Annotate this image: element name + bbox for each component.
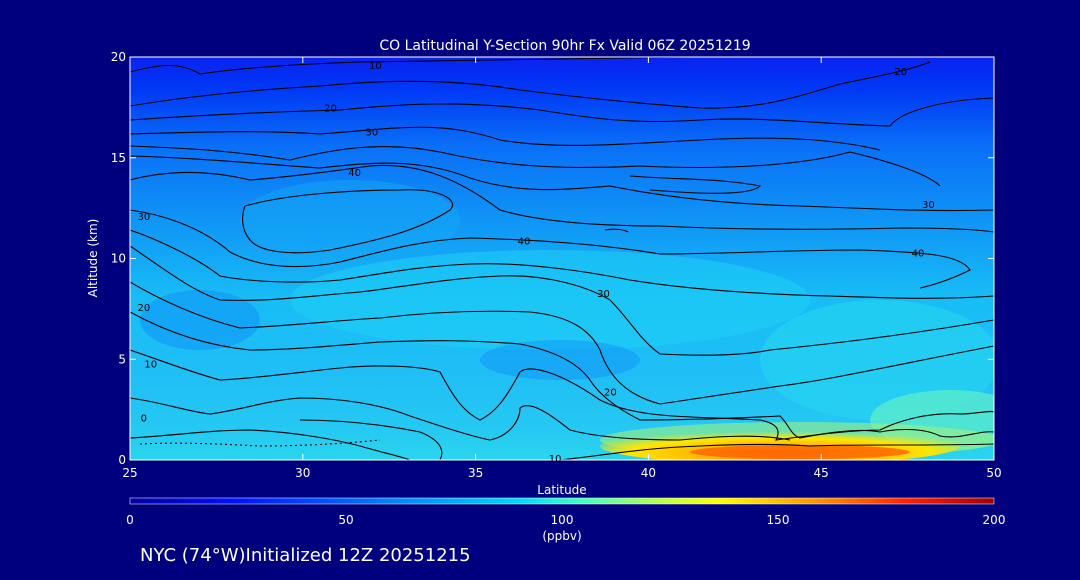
y-tick-label: 5 (118, 352, 126, 366)
contour-label: 30 (922, 200, 935, 211)
y-tick-label: 20 (111, 50, 126, 64)
x-tick-label: 30 (295, 466, 310, 480)
contour-line (130, 164, 994, 233)
contour-line (130, 429, 411, 460)
x-axis-label: Latitude (537, 483, 586, 497)
field-patch (240, 180, 460, 260)
contour-line (604, 228, 629, 233)
high-co-core (690, 445, 910, 459)
field-patch (760, 300, 994, 420)
contour-label: 40 (912, 248, 925, 259)
contour-line (130, 209, 971, 289)
contour-label: 30 (366, 128, 379, 139)
contour-line (130, 229, 994, 299)
contour-labels: 10 20 30 40 20 30 40 40 30 20 10 30 20 10 0 (137, 61, 934, 465)
x-tick-label: 45 (814, 466, 829, 480)
contour-line (130, 397, 791, 441)
contour-line (130, 145, 941, 187)
contour-line (130, 245, 994, 356)
contour-label: 40 (348, 168, 361, 179)
colorbar-tick-label: 0 (126, 513, 134, 527)
contour-line (299, 419, 443, 460)
contour-line (130, 57, 691, 75)
contour-label: 20 (137, 303, 150, 314)
contour-label: 10 (549, 454, 562, 465)
y-tick-label: 10 (111, 252, 126, 266)
field-patch (290, 250, 810, 350)
contour-label: 10 (369, 61, 382, 72)
contour-line (242, 189, 453, 254)
colorbar-tick-label: 200 (983, 513, 1006, 527)
field-patch (140, 290, 260, 350)
colorbar-tick-label: 150 (767, 513, 790, 527)
y-tick-label: 0 (118, 453, 126, 467)
x-tick-label: 35 (468, 466, 483, 480)
contour-label: 20 (604, 387, 617, 398)
contour-line (130, 126, 881, 151)
contour-label: 0 (141, 414, 147, 425)
contour-line (130, 155, 994, 212)
colorbar-tick-label: 50 (338, 513, 353, 527)
field-patch (480, 340, 640, 380)
contour-line (629, 175, 762, 194)
contour-line (139, 439, 381, 447)
contour-line (130, 97, 994, 127)
x-axis: 25 30 35 40 45 50 (122, 57, 1002, 480)
contour-line (130, 61, 931, 109)
y-tick-label: 15 (111, 151, 126, 165)
contour-line (559, 443, 994, 460)
contour-label: 10 (144, 359, 157, 370)
contour-line (130, 281, 994, 405)
footer-label: NYC (74°W)Initialized 12Z 20251215 (140, 545, 471, 566)
colorbar-tick-label: 100 (551, 513, 574, 527)
x-tick-label: 40 (641, 466, 656, 480)
y-axis-label: Altitude (km) (86, 219, 100, 298)
plot-area (130, 57, 994, 460)
colorbar-ticks: 0 50 100 150 200 (126, 513, 1005, 527)
x-tick-label: 50 (986, 466, 1001, 480)
contour-line (130, 349, 994, 441)
x-tick-label: 25 (122, 466, 137, 480)
colorbar (129, 497, 995, 505)
colorbar-unit-label: (ppbv) (542, 529, 581, 543)
contour-label: 30 (137, 212, 150, 223)
contour-label: 20 (894, 67, 907, 78)
chart-title: CO Latitudinal Y-Section 90hr Fx Valid 0… (379, 38, 750, 54)
contour-label: 40 (518, 236, 531, 247)
contour-label: 30 (597, 289, 610, 300)
y-axis: 0 5 10 15 20 (111, 50, 994, 467)
contour-label: 20 (324, 103, 337, 114)
